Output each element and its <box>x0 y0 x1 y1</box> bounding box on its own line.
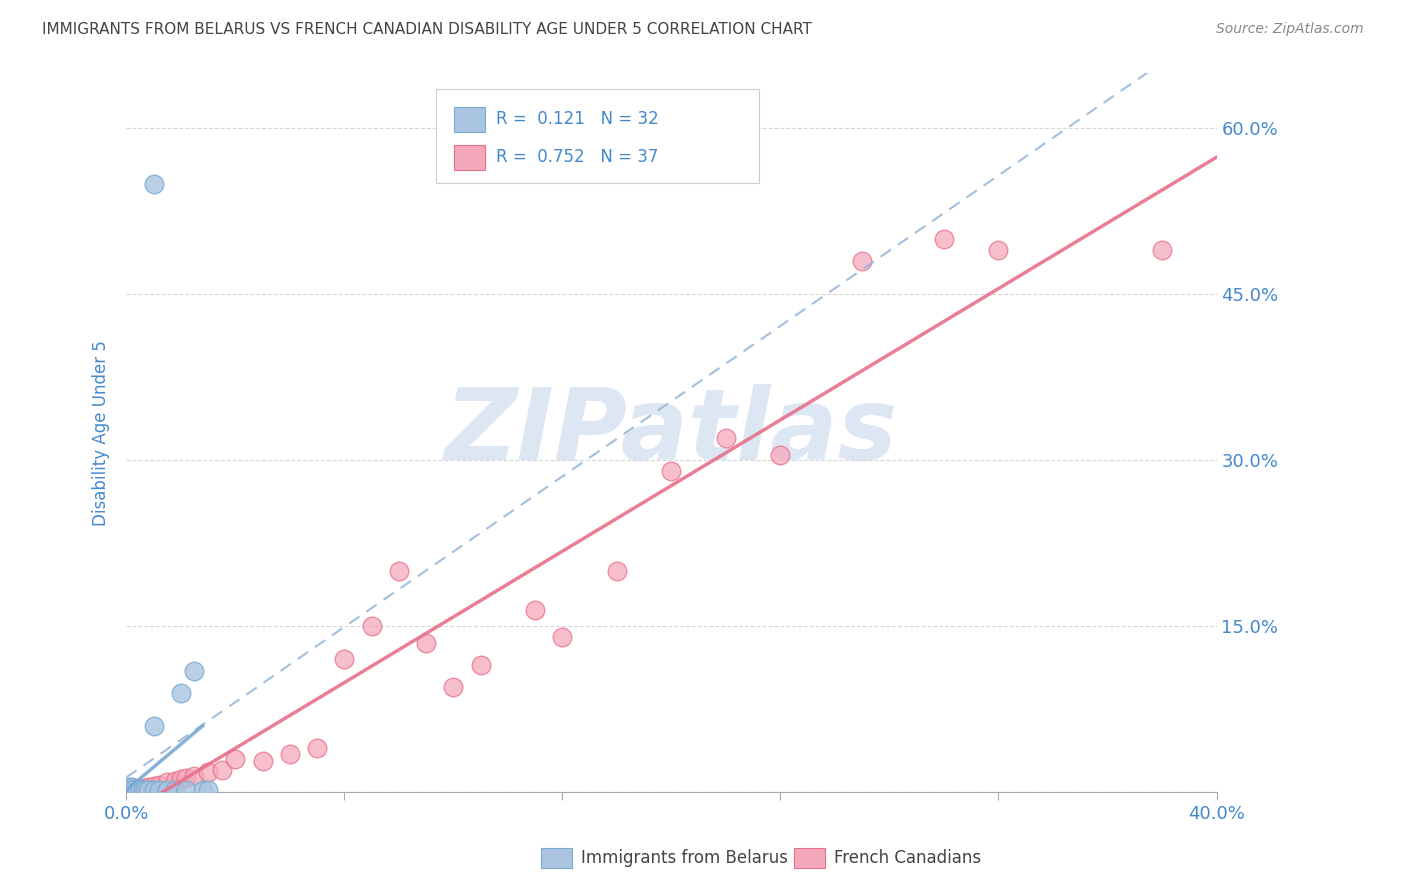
Point <box>211 763 233 777</box>
Point <box>441 680 464 694</box>
Point <box>415 636 437 650</box>
Point <box>124 781 146 796</box>
Point <box>388 564 411 578</box>
Point <box>129 781 152 796</box>
Point <box>165 783 187 797</box>
Point <box>121 783 143 797</box>
Point <box>551 631 574 645</box>
Point <box>127 783 149 797</box>
Point <box>134 783 156 797</box>
Point <box>124 784 146 798</box>
Point <box>134 780 156 795</box>
Point <box>191 783 214 797</box>
Point <box>142 779 165 793</box>
Text: Immigrants from Belarus: Immigrants from Belarus <box>581 849 787 867</box>
Point <box>252 754 274 768</box>
Point <box>714 431 737 445</box>
Point <box>851 254 873 268</box>
Point <box>129 781 152 796</box>
Point <box>333 652 356 666</box>
Point <box>360 619 382 633</box>
Point <box>156 775 179 789</box>
Point <box>183 664 205 678</box>
Point <box>170 772 193 786</box>
Point <box>278 747 301 761</box>
Point <box>197 765 219 780</box>
Point <box>131 783 153 797</box>
Point <box>136 780 159 794</box>
Point <box>142 719 165 733</box>
Point <box>118 783 141 797</box>
Point <box>156 783 179 797</box>
Point <box>127 783 149 797</box>
Point <box>121 784 143 798</box>
Point <box>470 658 492 673</box>
Point <box>131 781 153 796</box>
Point <box>121 784 143 798</box>
Point <box>148 778 170 792</box>
Y-axis label: Disability Age Under 5: Disability Age Under 5 <box>93 340 110 525</box>
Text: R =  0.121   N = 32: R = 0.121 N = 32 <box>496 110 659 128</box>
Point <box>174 771 197 785</box>
Point <box>118 784 141 798</box>
Point <box>118 784 141 798</box>
Point <box>124 783 146 797</box>
Point <box>170 686 193 700</box>
Point <box>987 243 1010 257</box>
Text: French Canadians: French Canadians <box>834 849 981 867</box>
Point <box>127 784 149 798</box>
Point <box>224 752 246 766</box>
Point <box>142 177 165 191</box>
Point <box>932 232 955 246</box>
Point <box>165 774 187 789</box>
Point <box>307 741 329 756</box>
Text: Source: ZipAtlas.com: Source: ZipAtlas.com <box>1216 22 1364 37</box>
Point <box>661 464 683 478</box>
Point <box>174 783 197 797</box>
Point <box>606 564 628 578</box>
Point <box>121 780 143 795</box>
Text: R =  0.752   N = 37: R = 0.752 N = 37 <box>496 148 658 166</box>
Point <box>121 780 143 794</box>
Point <box>142 783 165 797</box>
Point <box>118 784 141 798</box>
Text: ZIPatlas: ZIPatlas <box>444 384 898 481</box>
Point <box>136 783 159 797</box>
Point <box>769 448 792 462</box>
Point <box>148 783 170 797</box>
Point <box>118 781 141 796</box>
Point <box>118 780 141 794</box>
Text: IMMIGRANTS FROM BELARUS VS FRENCH CANADIAN DISABILITY AGE UNDER 5 CORRELATION CH: IMMIGRANTS FROM BELARUS VS FRENCH CANADI… <box>42 22 813 37</box>
Point <box>121 781 143 796</box>
Point <box>197 783 219 797</box>
Point <box>183 769 205 783</box>
Point <box>124 783 146 797</box>
Point <box>118 783 141 797</box>
Point <box>118 784 141 798</box>
Point <box>524 603 547 617</box>
Point <box>1150 243 1173 257</box>
